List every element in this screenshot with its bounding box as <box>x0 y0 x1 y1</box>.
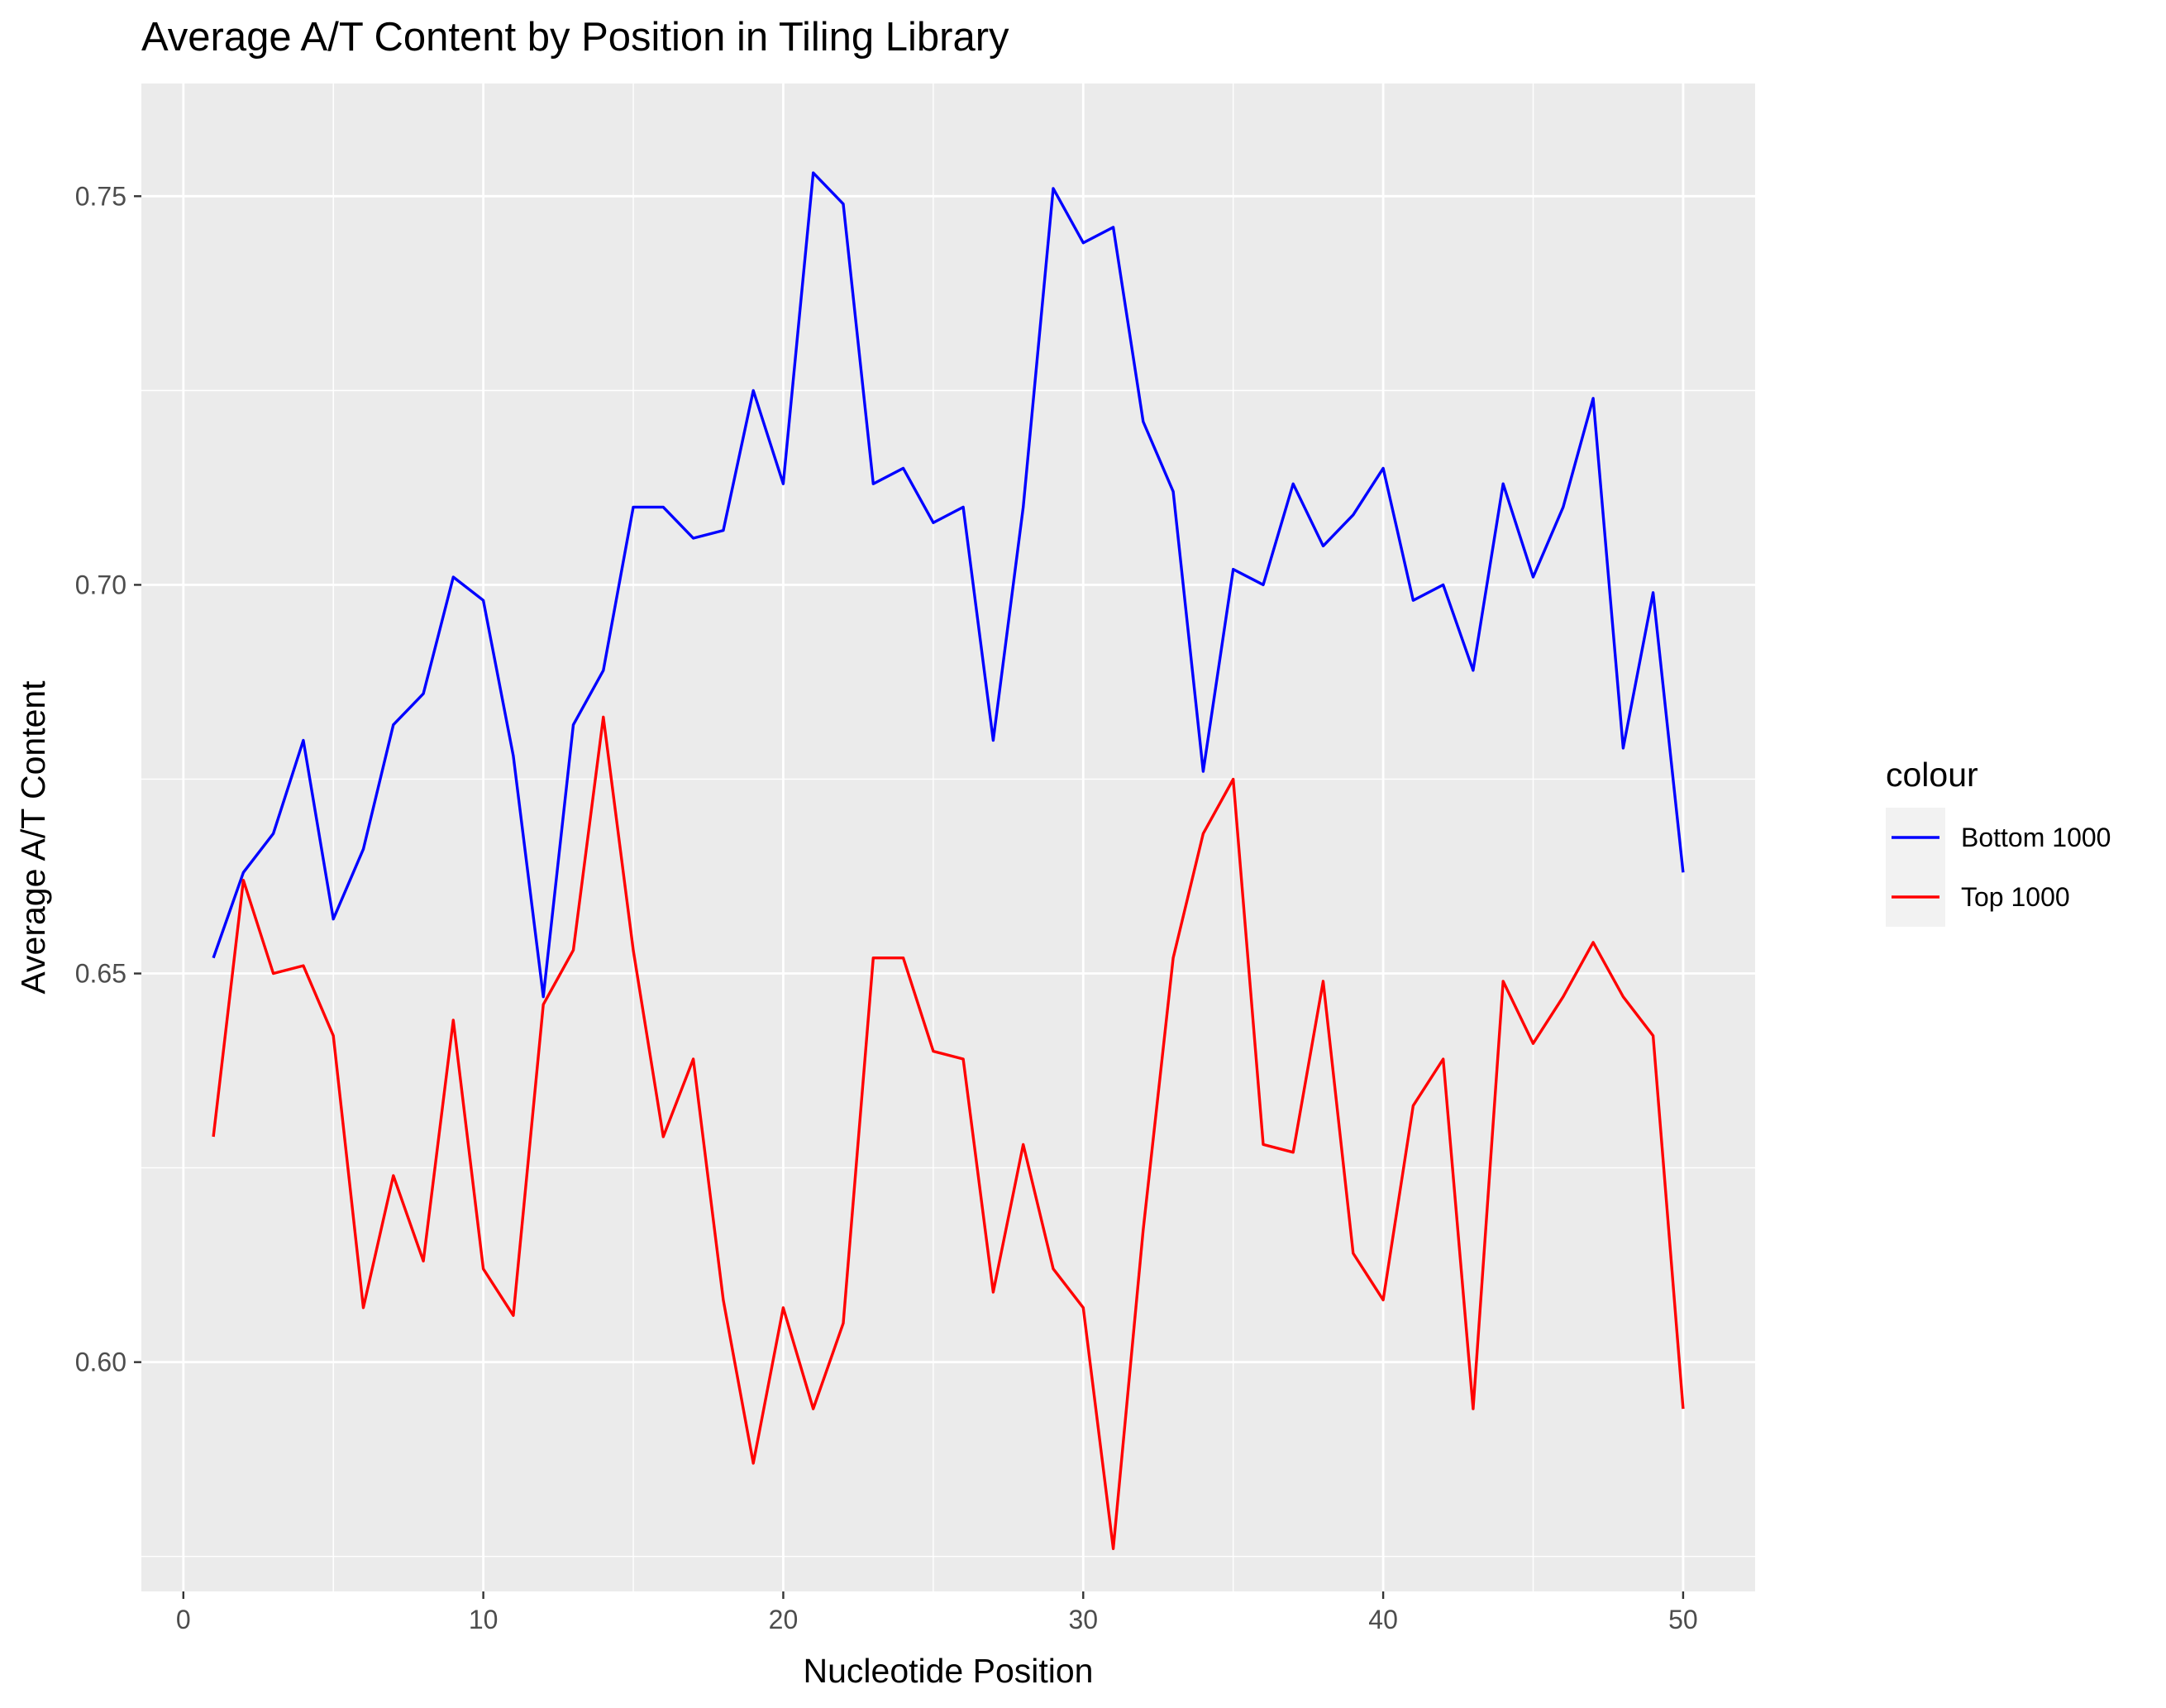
legend: colour Bottom 1000 Top 1000 <box>1886 756 2111 927</box>
x-axis-title: Nucleotide Position <box>804 1652 1094 1690</box>
chart-title: Average A/T Content by Position in Tilin… <box>141 15 1009 60</box>
legend-label: Top 1000 <box>1961 882 2070 912</box>
y-axis-title: Average A/T Content <box>14 680 52 995</box>
x-tick-label: 40 <box>1368 1605 1398 1634</box>
y-tick-label: 0.75 <box>75 181 126 211</box>
minor-gridlines <box>141 83 1755 1591</box>
plot-panel <box>141 83 1755 1591</box>
x-tick-label: 50 <box>1668 1605 1698 1634</box>
series-lines <box>212 171 1685 1551</box>
y-tick-label: 0.65 <box>75 959 126 989</box>
series-line-bottom-1000 <box>212 171 1685 999</box>
major-gridlines <box>141 83 1755 1591</box>
x-tick-label: 0 <box>176 1605 191 1634</box>
legend-title: colour <box>1886 756 1978 794</box>
x-axis: 0 10 20 30 40 50 <box>176 1591 1698 1634</box>
y-tick-label: 0.60 <box>75 1348 126 1377</box>
x-tick-label: 30 <box>1068 1605 1098 1634</box>
series-line-top-1000 <box>212 715 1685 1551</box>
legend-label: Bottom 1000 <box>1961 823 2111 852</box>
x-tick-label: 10 <box>469 1605 499 1634</box>
y-axis: 0.60 0.65 0.70 0.75 <box>75 181 141 1377</box>
x-tick-label: 20 <box>769 1605 799 1634</box>
y-tick-label: 0.70 <box>75 570 126 599</box>
